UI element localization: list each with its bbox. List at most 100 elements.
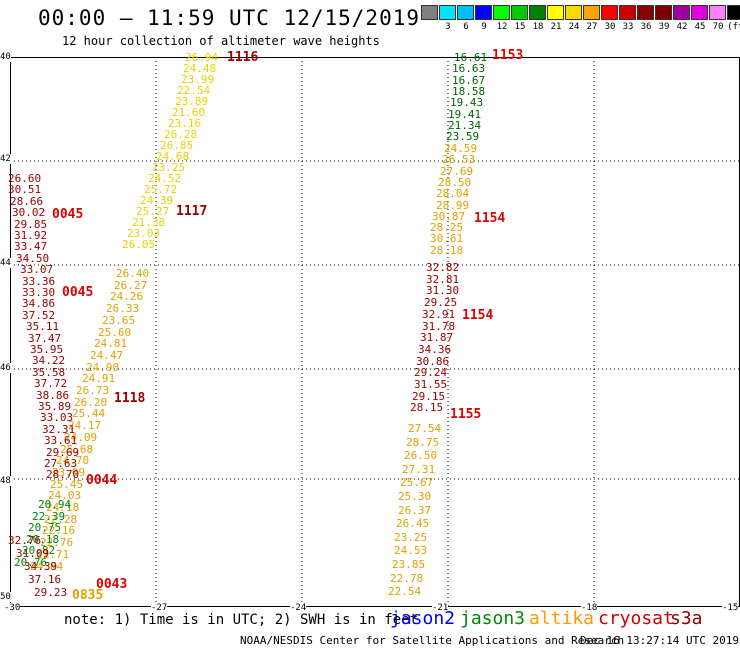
map-title: 00:00 – 11:59 UTC 12/15/2019 <box>38 6 421 30</box>
color-scale-tick-label: 33 <box>622 22 634 32</box>
color-scale-swatch <box>547 5 564 20</box>
cryosat-track-west-value: 31.92 <box>14 229 48 242</box>
cryosat-track-east-value: 29.25 <box>424 296 458 309</box>
altika-track-west-lower-value: 26.27 <box>114 279 148 292</box>
cryosat-track-west-value: 30.51 <box>8 183 42 196</box>
cryosat-track-east-value: 32.82 <box>426 261 460 274</box>
cryosat-track-west-value: 35.11 <box>26 320 60 333</box>
pass-time-label: 1154 <box>474 211 506 226</box>
cryosat-track-southwest-value: 34.39 <box>24 560 58 573</box>
altika-track-west-upper-value: 24.68 <box>156 150 190 163</box>
cryosat-track-southwest-value: 37.16 <box>28 573 62 586</box>
cryosat-track-west-value: 37.72 <box>34 377 68 390</box>
altika-track-west-upper-value: 26.85 <box>160 139 194 152</box>
altika-track-west-lower-value: 23.65 <box>102 314 136 327</box>
latitude-tick-label: 50 <box>0 592 11 602</box>
legend-item-jason2: jason2 <box>390 608 456 629</box>
color-scale-swatch <box>493 5 510 20</box>
altika-track-west-upper-value: 26.05 <box>122 238 156 251</box>
altika-track-east-lower-value: 27.31 <box>402 463 436 476</box>
jason3-track-west-value: 20.75 <box>28 521 62 534</box>
altika-track-east-lower-value: 23.25 <box>394 531 428 544</box>
cryosat-track-west-value: 33.03 <box>40 411 74 424</box>
pass-time-label: 0043 <box>96 577 128 592</box>
altika-track-west-lower-value: 22.16 <box>42 524 76 537</box>
altika-track-west-lower-value: 21.71 <box>36 548 70 561</box>
jason3-track-west-value: 20.76 <box>14 556 48 569</box>
color-scale-tick-label: 12 <box>496 22 508 32</box>
altika-track-west-upper-value: 26.94 <box>185 51 219 64</box>
latitude-tick-label: 40 <box>0 52 11 62</box>
color-scale-tick-label: 6 <box>463 22 469 32</box>
altika-track-west-upper-value: 24.39 <box>140 194 174 207</box>
altika-track-west-lower-value: 24.91 <box>82 372 116 385</box>
color-scale-tick-label: 30 <box>604 22 616 32</box>
jason3-track-west-value: 20.94 <box>38 498 72 511</box>
altika-track-west-lower-value: 25.45 <box>50 478 84 491</box>
pass-time-label: 0045 <box>52 207 84 222</box>
color-scale-swatch <box>583 5 600 20</box>
altika-track-east-lower-value: 26.50 <box>404 449 438 462</box>
latitude-tick-label: 46 <box>0 363 11 373</box>
cryosat-track-southwest-value: 32.76 <box>8 534 42 547</box>
altika-track-west-upper-value: 21.38 <box>132 216 166 229</box>
color-scale-swatch <box>655 5 672 20</box>
altika-track-west-lower-value: 24.17 <box>68 419 102 432</box>
cryosat-track-west-value: 27.63 <box>44 457 78 470</box>
altika-track-west-upper-value: 24.52 <box>148 172 182 185</box>
altika-track-west-lower-value: 26.33 <box>106 302 140 315</box>
pass-time-label: 1153 <box>492 48 524 63</box>
altika-track-west-lower-value: 24.26 <box>110 290 144 303</box>
altika-track-east-lower-value: 28.75 <box>406 436 440 449</box>
jason3-track-east-value: 16.67 <box>452 74 486 87</box>
color-scale-tick-label: 15 <box>514 22 526 32</box>
jason3-track-east-value: 19.43 <box>450 96 484 109</box>
cryosat-track-east-value: 34.36 <box>418 343 452 356</box>
color-scale-swatch <box>637 5 654 20</box>
pass-time-label: 1118 <box>114 391 146 406</box>
pass-time-label: 0044 <box>86 473 118 488</box>
note-text: note: 1) Time is in UTC; 2) SWH is in fe… <box>64 612 419 628</box>
color-scale-swatch <box>691 5 708 20</box>
jason3-track-west-value: 20.82 <box>22 544 56 557</box>
altika-track-west-upper-value: 25.27 <box>136 205 170 218</box>
cryosat-track-east-value: 31.78 <box>422 320 456 333</box>
cryosat-track-east-value: 32.91 <box>422 308 456 321</box>
altika-track-east-lower-value: 26.37 <box>398 504 432 517</box>
cryosat-track-southwest-value: 31.09 <box>16 547 50 560</box>
pass-time-label: 1154 <box>462 308 494 323</box>
color-scale-tick-label: 24 <box>568 22 580 32</box>
longitude-tick-label: -30 <box>4 603 21 613</box>
color-scale-swatch <box>673 5 690 20</box>
cryosat-track-west-value: 33.30 <box>22 286 56 299</box>
altika-track-west-lower-value: 24.18 <box>46 501 80 514</box>
legend-item-jason3: jason3 <box>460 608 526 629</box>
altika-track-east-upper-value: 26.53 <box>442 153 476 166</box>
altika-track-west-lower-value: 26.40 <box>116 267 150 280</box>
color-scale-tick-label: 36 <box>640 22 652 32</box>
jason3-track-east-value: 21.34 <box>448 119 482 132</box>
jason3-track-east-value: 19.41 <box>448 108 482 121</box>
altika-track-east-upper-value: 28.50 <box>438 176 472 189</box>
altika-track-west-lower-value: 24.90 <box>86 361 120 374</box>
altika-track-west-lower-value: 25.60 <box>98 326 132 339</box>
altika-track-west-upper-value: 24.48 <box>183 62 217 75</box>
altika-track-west-lower-value: 26.73 <box>76 384 110 397</box>
color-scale-swatch <box>439 5 456 20</box>
cryosat-track-east-value: 29.24 <box>414 366 448 379</box>
altika-track-west-upper-value: 23.16 <box>168 117 202 130</box>
color-scale-swatch <box>457 5 474 20</box>
jason3-track-west-value: 22.39 <box>32 510 66 523</box>
cryosat-track-west-value: 35.95 <box>30 343 64 356</box>
altika-track-east-lower-value: 27.54 <box>408 422 442 435</box>
longitude-tick-label: -18 <box>581 603 598 613</box>
altika-track-west-upper-value: 22.54 <box>177 84 211 97</box>
cryosat-track-west-value: 35.89 <box>38 400 72 413</box>
cryosat-track-west-value: 28.66 <box>10 195 44 208</box>
color-scale-swatch <box>421 5 438 20</box>
altika-track-west-lower-value: 23.09 <box>52 466 86 479</box>
pass-time-label: 1155 <box>450 407 482 422</box>
color-scale-swatch <box>565 5 582 20</box>
